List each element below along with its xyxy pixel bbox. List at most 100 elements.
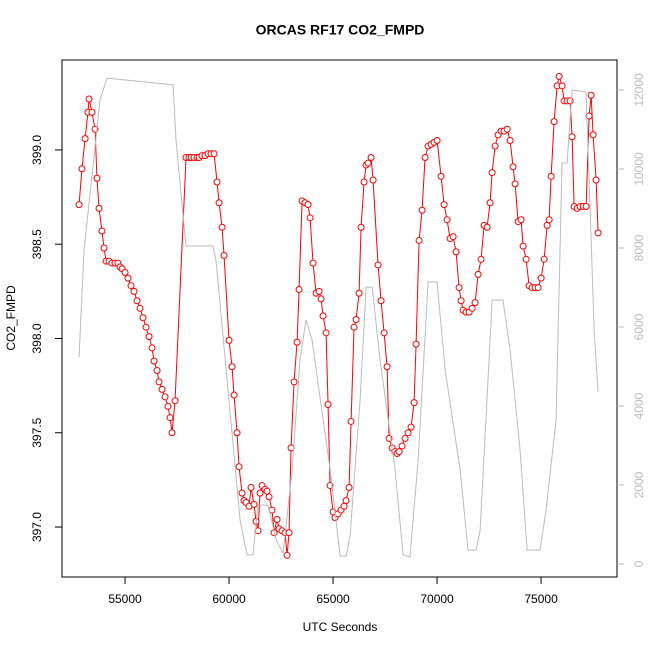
y2-tick-label: 0 bbox=[632, 560, 646, 567]
data-point bbox=[355, 289, 363, 297]
data-point bbox=[471, 299, 479, 307]
data-point bbox=[509, 163, 517, 171]
data-point bbox=[517, 216, 525, 224]
data-point bbox=[161, 393, 169, 401]
y2-tick-label: 2000 bbox=[632, 471, 646, 498]
x-tick-label: 65000 bbox=[316, 592, 350, 606]
data-point bbox=[421, 153, 429, 161]
data-point bbox=[121, 268, 129, 276]
y-axis-label: CO2_FMPD bbox=[4, 285, 18, 351]
data-point bbox=[345, 483, 353, 491]
y-tick-label: 398.0 bbox=[30, 323, 44, 353]
data-point bbox=[483, 223, 491, 231]
data-point bbox=[148, 344, 156, 352]
data-point bbox=[377, 297, 385, 305]
data-point bbox=[374, 261, 382, 269]
data-point bbox=[543, 221, 551, 229]
data-point bbox=[555, 72, 563, 80]
data-point bbox=[304, 201, 312, 209]
data-point bbox=[130, 287, 138, 295]
data-point bbox=[594, 229, 602, 237]
y2-tick-label: 12000 bbox=[632, 73, 646, 107]
data-point bbox=[124, 274, 132, 282]
data-point bbox=[488, 169, 496, 177]
data-point bbox=[503, 125, 511, 133]
data-point bbox=[407, 423, 415, 431]
data-point bbox=[136, 304, 144, 312]
data-point bbox=[412, 340, 420, 348]
data-point bbox=[506, 137, 514, 145]
data-point bbox=[401, 434, 409, 442]
data-point bbox=[273, 515, 281, 523]
data-point bbox=[547, 172, 555, 180]
data-point bbox=[81, 135, 89, 143]
data-point bbox=[95, 204, 103, 212]
data-point bbox=[415, 236, 423, 244]
data-point bbox=[78, 165, 86, 173]
y2-tick-label: 6000 bbox=[632, 313, 646, 340]
data-point bbox=[263, 487, 271, 495]
x-tick-label: 55000 bbox=[108, 592, 142, 606]
data-point bbox=[340, 502, 348, 510]
data-point bbox=[455, 284, 463, 292]
chart-title: ORCAS RF17 CO2_FMPD bbox=[256, 22, 425, 38]
data-point bbox=[85, 95, 93, 103]
data-point bbox=[582, 203, 590, 211]
data-point bbox=[457, 297, 465, 305]
data-point bbox=[491, 142, 499, 150]
data-point bbox=[293, 338, 301, 346]
data-point bbox=[133, 297, 141, 305]
data-point bbox=[537, 274, 545, 282]
data-point bbox=[142, 323, 150, 331]
data-point bbox=[317, 295, 325, 303]
data-point bbox=[545, 216, 553, 224]
y2-tick-label: 10000 bbox=[632, 152, 646, 186]
data-point bbox=[145, 333, 153, 341]
x-axis-label: UTC Seconds bbox=[303, 620, 378, 634]
x-tick-label: 75000 bbox=[524, 592, 558, 606]
series-line bbox=[78, 74, 599, 556]
data-point bbox=[477, 255, 485, 263]
data-point bbox=[395, 448, 403, 456]
data-point bbox=[550, 118, 558, 126]
data-point bbox=[449, 233, 457, 241]
x-tick-label: 70000 bbox=[420, 592, 454, 606]
data-point bbox=[418, 206, 426, 214]
data-point bbox=[522, 255, 530, 263]
data-point bbox=[88, 108, 96, 116]
data-point bbox=[230, 391, 238, 399]
data-point bbox=[164, 402, 172, 410]
data-point bbox=[283, 551, 291, 559]
data-point bbox=[398, 442, 406, 450]
data-point bbox=[585, 112, 593, 120]
data-point bbox=[357, 223, 365, 231]
data-point bbox=[295, 285, 303, 293]
data-point bbox=[347, 417, 355, 425]
data-point bbox=[369, 176, 377, 184]
data-point bbox=[360, 178, 368, 186]
y-tick-label: 397.0 bbox=[30, 512, 44, 542]
data-point bbox=[433, 137, 441, 145]
data-point bbox=[158, 385, 166, 393]
data-point bbox=[238, 489, 246, 497]
data-point bbox=[592, 176, 600, 184]
data-point bbox=[404, 429, 412, 437]
data-point bbox=[380, 329, 388, 337]
data-point bbox=[410, 399, 418, 407]
series-line bbox=[78, 77, 599, 558]
data-point bbox=[540, 255, 548, 263]
data-point bbox=[265, 493, 273, 501]
y-tick-label: 398.5 bbox=[30, 229, 44, 259]
y-tick-label: 399.0 bbox=[30, 135, 44, 165]
data-point bbox=[250, 500, 258, 508]
data-point bbox=[75, 201, 83, 209]
data-point bbox=[324, 400, 332, 408]
data-point bbox=[228, 363, 236, 371]
data-point bbox=[468, 304, 476, 312]
data-point bbox=[568, 133, 576, 141]
data-point bbox=[440, 201, 448, 209]
data-point bbox=[233, 429, 241, 437]
data-point bbox=[319, 312, 327, 320]
data-point bbox=[352, 316, 360, 324]
